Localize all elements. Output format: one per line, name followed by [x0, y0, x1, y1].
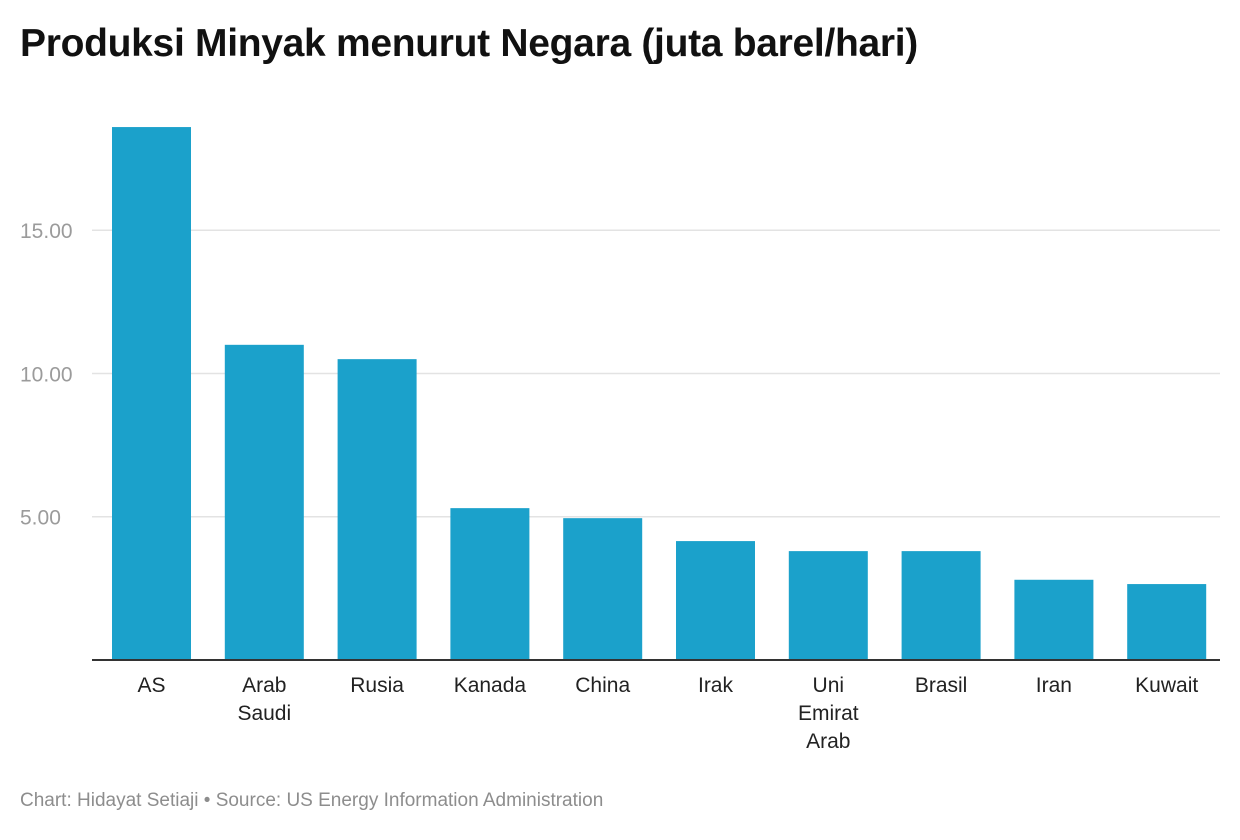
bar	[1014, 579, 1094, 660]
bar	[788, 551, 868, 660]
x-tick-label: China	[575, 674, 630, 697]
bar	[676, 541, 755, 660]
x-tick-label: Uni Emirat Arab	[798, 674, 859, 753]
chart-title: Produksi Minyak menurut Negara (juta bar…	[20, 22, 918, 65]
bar	[901, 551, 981, 660]
bar	[337, 359, 417, 660]
bars	[112, 127, 1207, 660]
x-tick-label: Kuwait	[1135, 674, 1198, 697]
y-tick-label: 10.00	[20, 363, 73, 386]
x-tick-label: AS	[137, 674, 165, 697]
bar	[224, 344, 304, 660]
x-tick-label: Arab Saudi	[237, 674, 291, 725]
x-tick-label: Brasil	[915, 674, 968, 697]
y-tick-label: 15.00	[20, 220, 73, 243]
footer-separator: •	[203, 790, 211, 811]
bar	[112, 127, 191, 660]
x-tick-label: Irak	[698, 674, 734, 697]
chart-footer: Chart: Hidayat Setiaji • Source: US Ener…	[20, 790, 603, 812]
x-tick-label: Iran	[1036, 674, 1072, 697]
chart-source: Source: US Energy Information Administra…	[215, 790, 604, 811]
bar	[563, 518, 643, 660]
chart-credit: Chart: Hidayat Setiaji	[20, 790, 199, 811]
x-tick-label: Rusia	[350, 674, 404, 697]
x-axis-labels: AS Arab Saudi Rusia Kanada China Irak Uni Emirat…	[137, 674, 1198, 753]
y-tick-label: 5.00	[20, 507, 61, 530]
x-tick-label: Kanada	[454, 674, 527, 697]
bar	[450, 508, 530, 660]
y-axis-ticks: 5.00 10.00 15.00	[20, 220, 73, 530]
bar	[1127, 584, 1207, 660]
